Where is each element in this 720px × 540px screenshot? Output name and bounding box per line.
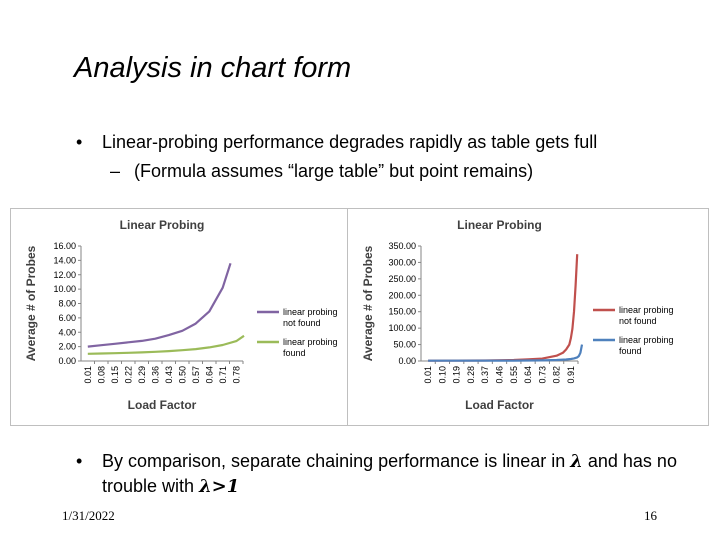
x-tick-label: 0.29 — [137, 366, 147, 384]
series-line-2 — [428, 344, 584, 362]
chart-svg-1: Linear Probing Average # of Probes Load Fa… — [24, 218, 338, 412]
y-tick-label: 150.00 — [388, 307, 416, 317]
chart-linear-probing-small: Linear Probing Average # of Probes Load Fa… — [10, 208, 348, 426]
series-line-1 — [428, 254, 579, 362]
footer-date: 1/31/2022 — [62, 508, 115, 523]
bullet-separate-chaining: • By comparison, separate chaining perfo… — [76, 449, 702, 499]
x-tick-label: 0.78 — [231, 366, 241, 384]
slide-title: Analysis in chart form — [74, 52, 352, 84]
x-tick-label: 0.19 — [452, 366, 462, 384]
x-tick-label: 0.37 — [480, 366, 490, 384]
legend-label-line: linear probing — [283, 307, 338, 317]
x-tick-label: 0.64 — [204, 366, 214, 384]
x-tick-label: 0.55 — [509, 366, 519, 384]
legend-label-2: linear probing found — [619, 335, 674, 356]
bullet-dot: • — [76, 451, 83, 471]
y-tick-label: 0.00 — [398, 356, 416, 366]
bullet-text-part1: By comparison, separate chaining perform… — [102, 451, 571, 471]
y-tick-label: 4.00 — [58, 327, 76, 337]
y-tick-label: 6.00 — [58, 313, 76, 323]
legend-label-line: linear probing — [619, 335, 674, 345]
y-tick-label: 2.00 — [58, 342, 76, 352]
legend-label-line: linear probing — [619, 305, 674, 315]
x-tick-label: 0.15 — [110, 366, 120, 384]
y-axis-label: Average # of Probes — [361, 245, 375, 361]
x-tick-label: 0.10 — [437, 366, 447, 384]
legend-label-line: not found — [283, 318, 321, 328]
x-tick-label: 0.22 — [123, 366, 133, 384]
legend-label-line: not found — [619, 316, 657, 326]
y-tick-label: 8.00 — [58, 299, 76, 309]
chart-linear-probing-large: Linear Probing Average # of Probes Load Fa… — [347, 208, 709, 426]
x-tick-label: 0.01 — [83, 366, 93, 384]
sub-bullet-dash: – — [110, 161, 121, 181]
x-tick-label: 0.08 — [96, 366, 106, 384]
y-tick-label: 300.00 — [388, 257, 416, 267]
legend-label-line: linear probing — [283, 337, 338, 347]
sub-bullet-text: (Formula assumes “large table” but point… — [134, 161, 534, 181]
y-tick-label: 250.00 — [388, 274, 416, 284]
y-tick-label: 0.00 — [58, 356, 76, 366]
bullet-text-part2: and has no trouble with — [102, 451, 677, 496]
y-tick-label: 100.00 — [388, 323, 416, 333]
x-tick-label: 0.57 — [191, 366, 201, 384]
x-tick-label: 0.43 — [164, 366, 174, 384]
x-tick-label: 0.50 — [177, 366, 187, 384]
x-axis-label: Load Factor — [465, 398, 534, 412]
y-tick-label: 16.00 — [53, 241, 76, 251]
x-tick-label: 0.64 — [523, 366, 533, 384]
chart-title: Linear Probing — [120, 218, 205, 232]
series-line-1 — [87, 262, 232, 348]
y-tick-label: 200.00 — [388, 290, 416, 300]
legend-label-2: linear probing found — [283, 337, 338, 358]
y-tick-label: 14.00 — [53, 255, 76, 265]
footer-page-number: 16 — [644, 508, 657, 523]
series-line-2 — [87, 334, 245, 355]
y-tick-label: 350.00 — [388, 241, 416, 251]
y-axis-label: Average # of Probes — [24, 245, 38, 361]
x-tick-label: 0.71 — [218, 366, 228, 384]
lambda-symbol: λ — [570, 451, 583, 472]
legend-label-line: found — [619, 346, 642, 356]
x-axis-label: Load Factor — [128, 398, 197, 412]
legend-label-1: linear probing not found — [283, 307, 338, 328]
chart-svg-2: Linear Probing Average # of Probes Load Fa… — [361, 218, 674, 412]
chart-title: Linear Probing — [457, 218, 542, 232]
x-tick-label: 0.28 — [466, 366, 476, 384]
x-tick-label: 0.01 — [423, 366, 433, 384]
bullet-text: Linear-probing performance degrades rapi… — [102, 132, 598, 152]
y-tick-label: 50.00 — [393, 340, 416, 350]
x-tick-label: 0.91 — [566, 366, 576, 384]
y-tick-label: 10.00 — [53, 284, 76, 294]
x-tick-label: 0.36 — [150, 366, 160, 384]
x-tick-label: 0.82 — [552, 366, 562, 384]
legend-label-1: linear probing not found — [619, 305, 674, 326]
legend-label-line: found — [283, 348, 306, 358]
bullet-linear-probing: • Linear-probing performance degrades ra… — [76, 132, 598, 153]
x-tick-label: 0.46 — [495, 366, 505, 384]
sub-bullet-formula: – (Formula assumes “large table” but poi… — [110, 161, 534, 182]
lambda-greater-than-one: λ>1 — [199, 476, 240, 497]
y-tick-label: 12.00 — [53, 270, 76, 280]
x-tick-label: 0.73 — [537, 366, 547, 384]
bullet-dot: • — [76, 132, 83, 152]
